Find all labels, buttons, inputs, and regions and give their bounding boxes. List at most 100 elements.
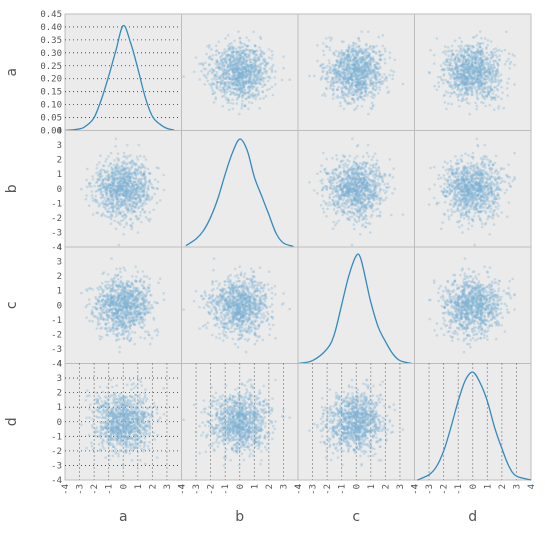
scatter-point [259,55,263,58]
scatter-point [351,137,354,141]
scatter-point [331,227,335,231]
scatter-point [226,34,230,37]
scatter-point [361,67,364,70]
scatter-point [331,69,335,73]
scatter-point [122,172,126,175]
scatter-point [255,64,259,68]
scatter-point [513,63,516,67]
scatter-point [483,90,487,94]
scatter-point [109,203,112,206]
scatter-point [224,37,227,40]
scatter-point [500,49,504,53]
scatter-point [360,179,363,182]
scatter-point [129,190,132,193]
scatter-point [475,88,478,92]
scatter-point [228,77,232,81]
scatter-point [475,80,478,84]
scatter-point [344,164,347,168]
scatter-point [125,203,128,206]
scatter-point [129,154,132,157]
scatter-point [258,35,262,39]
scatter-point [353,227,356,231]
scatter-point [237,88,241,92]
scatter-point [344,183,348,186]
scatter-point [127,172,131,176]
scatter-point [105,215,109,218]
scatter-point [465,101,469,104]
scatter-point [107,155,110,158]
scatter-point [104,160,107,163]
scatter-point [231,56,235,59]
scatter-point [129,186,133,190]
scatter-point [212,68,215,71]
scatter-point [435,37,439,40]
scatter-point [112,181,115,184]
scatter-point [232,56,235,60]
scatter-point [241,45,244,49]
scatter-point [148,219,151,223]
scatter-point [241,61,244,64]
scatter-point [370,158,374,161]
scatter-point [147,188,150,192]
scatter-point [223,88,226,92]
scatter-point [218,63,221,66]
scatter-point [282,55,285,58]
scatter-point [137,143,141,147]
scatter-point [258,46,261,49]
scatter-point [262,67,266,71]
scatter-point [475,91,479,94]
scatter-point [122,233,125,236]
scatter-point [228,85,231,88]
scatter-point [366,30,370,34]
scatter-point [247,96,251,100]
scatter-point [139,214,142,217]
scatter-point [341,199,345,202]
scatter-point [338,55,341,58]
scatter-point [229,80,233,84]
scatter-point [229,101,232,105]
scatter-point [226,53,229,56]
scatter-point [466,68,470,72]
scatter-point [494,93,498,97]
scatter-point [358,162,362,165]
scatter-point [110,213,113,217]
scatter-point [454,55,458,58]
scatter-point [383,47,387,50]
scatter-point [348,154,352,158]
scatter-point [241,65,244,69]
scatter-point [346,217,349,220]
scatter-point [210,78,214,81]
scatter-point [357,82,361,86]
scatter-point [448,49,451,53]
scatter-point [328,36,331,39]
scatter-point [359,56,362,59]
scatter-point [332,85,336,88]
scatter-point [108,215,111,219]
scatter-point [379,58,382,61]
scatter-point [480,58,484,62]
scatter-point [448,85,451,88]
scatter-point [201,63,205,67]
scatter-point [139,154,142,158]
scatter-point [429,48,432,52]
scatter-point [358,39,361,43]
scatter-point [352,195,355,199]
scatter-point [117,180,120,184]
scatter-point [339,101,342,105]
scatter-point [322,66,326,70]
scatter-point [267,56,271,59]
scatter-point [331,157,334,160]
scatter-point [499,73,503,76]
scatter-point [136,194,140,197]
scatter-point [256,86,259,90]
scatter-point [375,44,378,48]
scatter-point [248,76,252,79]
scatter-point [105,193,108,196]
scatter-point [237,66,240,69]
scatter-point [481,93,484,97]
scatter-point [229,93,232,96]
scatter-point [229,64,232,68]
scatter-point [97,171,100,174]
scatter-point [499,79,503,83]
scatter-point [492,48,496,51]
